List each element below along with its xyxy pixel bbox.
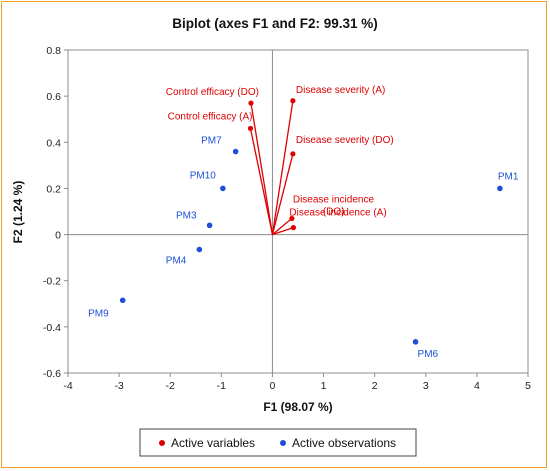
observation-label-pm9: PM9	[88, 308, 109, 319]
vector-point-control-efficacy-a	[247, 125, 254, 132]
observation-point-pm3	[206, 222, 213, 229]
variable-vectors: Disease severity (A) Control efficacy (DO…	[166, 85, 394, 236]
x-tick-label: 1	[321, 380, 327, 392]
vector-label-disease-incidence-do: Disease incidence (DO)	[293, 194, 375, 217]
observation-point-pm7	[232, 148, 239, 155]
vector-disease-incidence-a	[272, 227, 294, 236]
y-axis-label: F2 (1.24 %)	[11, 181, 25, 244]
y-tick-label: -0.2	[43, 276, 61, 288]
legend-label-active-variables: Active variables	[171, 436, 255, 450]
observation-label-pm7: PM7	[201, 136, 222, 147]
legend-box	[139, 428, 417, 457]
observation-label-pm3: PM3	[176, 210, 197, 221]
legend-marker-active-observations	[280, 440, 286, 446]
legend-label-active-observations: Active observations	[292, 436, 396, 450]
observation-label-pm1: PM1	[498, 171, 519, 182]
y-tick-label: 0	[55, 230, 61, 242]
chart-title: Biplot (axes F1 and F2: 99.31 %)	[172, 16, 378, 31]
x-tick-label: 0	[270, 380, 276, 392]
vector-label-control-efficacy-do: Control efficacy (DO)	[166, 87, 259, 98]
y-tick-label: -0.4	[43, 322, 61, 334]
y-tick-label: 0.6	[46, 91, 61, 103]
observation-point-pm10	[220, 185, 226, 192]
x-tick-label: 5	[525, 380, 531, 392]
x-tick-label: 2	[372, 380, 378, 392]
y-tick-label: -0.6	[43, 368, 61, 380]
vector-point-control-efficacy-do	[248, 100, 254, 106]
vector-control-efficacy-a	[249, 128, 274, 235]
vector-label-control-efficacy-a: Control efficacy (A)	[168, 111, 253, 122]
x-tick-label: 3	[423, 380, 429, 392]
axis-ticks: -4 -3 -2 -1 0 1 2 3 4 5 -0.6 -0.4 -0.2 0 0.2 0.4 0.6 0.8	[43, 45, 531, 392]
vector-disease-severity-do	[271, 153, 294, 235]
observation-point-pm9	[119, 297, 126, 304]
vector-label-disease-severity-a: Disease severity (A)	[296, 85, 385, 96]
vector-point-disease-incidence-a	[290, 225, 296, 231]
observation-point-pm1	[497, 185, 503, 192]
observation-label-pm10: PM10	[190, 170, 217, 181]
observation-point-pm4	[196, 246, 203, 253]
x-tick-label: 4	[474, 380, 480, 392]
vector-disease-severity-a	[271, 100, 294, 235]
x-axis-label: F1 (98.07 %)	[263, 400, 332, 414]
vector-point-disease-incidence-do	[289, 215, 295, 222]
vector-label-disease-incidence-a: Disease incidence (A)	[289, 208, 386, 219]
vector-disease-incidence-do	[272, 217, 293, 236]
x-tick-label: -4	[63, 380, 72, 392]
observation-point-pm6	[412, 339, 419, 345]
legend: Active variables Active observations	[139, 428, 417, 457]
legend-marker-active-variables	[159, 440, 165, 446]
observation-label-pm6: PM6	[418, 349, 439, 360]
vector-point-disease-severity-do	[290, 151, 296, 157]
y-tick-label: 0.2	[46, 183, 61, 195]
plot-area	[67, 49, 529, 374]
vector-label-disease-severity-do: Disease severity (DO)	[296, 135, 394, 146]
vector-point-disease-severity-a	[290, 98, 296, 104]
vector-control-efficacy-do	[250, 102, 274, 235]
y-tick-label: 0.4	[46, 137, 61, 149]
x-tick-label: -1	[217, 380, 226, 392]
y-tick-label: 0.8	[46, 45, 61, 57]
x-tick-label: -3	[114, 380, 123, 392]
observation-label-pm4: PM4	[166, 256, 187, 267]
x-tick-label: -2	[166, 380, 175, 392]
observation-points: PM1 PM7 PM10 PM3 PM4 PM9 PM6	[88, 136, 519, 360]
